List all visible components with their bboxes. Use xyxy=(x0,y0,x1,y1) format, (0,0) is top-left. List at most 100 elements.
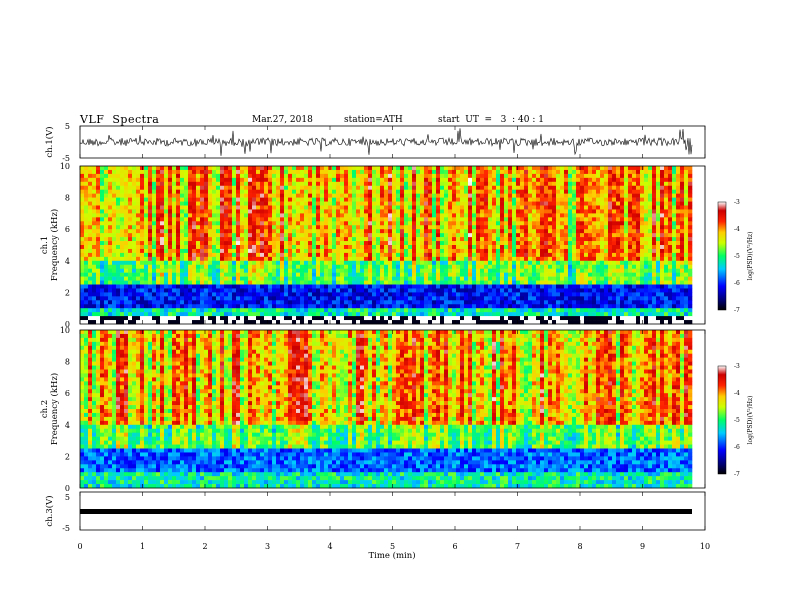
spectrogram-cell xyxy=(408,229,413,234)
spectrogram-cell xyxy=(140,296,145,301)
spectrogram-cell xyxy=(108,201,113,206)
spectrogram-cell xyxy=(348,272,353,277)
spectrogram-cell xyxy=(464,177,469,183)
spectrogram-cell xyxy=(136,201,141,206)
spectrogram-cell xyxy=(168,225,173,230)
spectrogram-cell xyxy=(476,268,481,273)
spectrogram-cell xyxy=(320,272,325,277)
spectrogram-cell xyxy=(124,185,129,190)
spectrogram-cell xyxy=(384,201,389,206)
spectrogram-cell xyxy=(192,316,197,321)
spectrogram-cell xyxy=(288,225,293,230)
spectrogram-cell xyxy=(468,233,473,238)
spectrogram-cell xyxy=(152,233,157,238)
spectrogram-cell xyxy=(432,173,437,179)
spectrogram-cell xyxy=(152,181,157,187)
spectrogram-cell xyxy=(524,201,529,206)
spectrogram-cell xyxy=(232,288,237,293)
spectrogram-cell xyxy=(300,292,305,297)
spectrogram-cell xyxy=(540,308,545,313)
spectrogram-cell xyxy=(344,284,349,289)
spectrogram-cell xyxy=(392,229,397,234)
spectrogram-cell xyxy=(356,166,361,171)
spectrogram-cell xyxy=(532,237,537,242)
spectrogram-cell xyxy=(508,237,513,242)
spectrogram-cell xyxy=(176,252,181,258)
spectrogram-cell xyxy=(364,205,369,210)
spectrogram-cell xyxy=(432,248,437,254)
spectrogram-cell xyxy=(280,272,285,277)
spectrogram-cell xyxy=(336,320,341,325)
spectrogram-cell xyxy=(400,248,405,254)
spectrogram-cell xyxy=(132,272,137,277)
spectrogram-cell xyxy=(112,217,117,222)
spectrogram-cell xyxy=(416,260,421,266)
spectrogram-cell xyxy=(556,193,561,198)
spectrogram-cell xyxy=(208,205,213,210)
spectrogram-cell xyxy=(480,185,485,190)
spectrogram-cell xyxy=(112,225,117,230)
spectrogram-cell xyxy=(288,256,293,262)
spectrogram-cell xyxy=(544,241,549,246)
spectrogram-cell xyxy=(524,256,529,262)
spectrogram-cell xyxy=(204,205,209,210)
spectrogram-cell xyxy=(276,241,281,246)
spectrogram-cell xyxy=(552,292,557,297)
spectrogram-cell xyxy=(548,205,553,210)
spectrogram-cell xyxy=(208,308,213,313)
spectrogram-cell xyxy=(420,213,425,218)
spectrogram-cell xyxy=(252,272,257,277)
spectrogram-cell xyxy=(320,237,325,242)
spectrogram-cell xyxy=(316,280,321,285)
spectrogram-cell xyxy=(188,173,193,179)
spectrogram-cell xyxy=(224,166,229,171)
spectrogram-cell xyxy=(192,209,197,214)
spectrogram-cell xyxy=(160,169,165,175)
spectrogram-cell xyxy=(496,241,501,246)
spectrogram-cell xyxy=(212,268,217,273)
spectrogram-cell xyxy=(156,237,161,242)
spectrogram-cell xyxy=(512,221,517,226)
spectrogram-cell xyxy=(456,252,461,258)
spectrogram-cell xyxy=(292,205,297,210)
spectrogram-cell xyxy=(564,189,569,194)
spectrogram-cell xyxy=(440,256,445,262)
spectrogram-cell xyxy=(500,173,505,179)
spectrogram-cell xyxy=(156,197,161,202)
spectrogram-cell xyxy=(320,268,325,273)
spectrogram-cell xyxy=(392,252,397,258)
spectrogram-cell xyxy=(124,296,129,301)
spectrogram-cell xyxy=(340,308,345,313)
spectrogram-cell xyxy=(536,248,541,254)
spectrogram-cell xyxy=(424,300,429,305)
spectrogram-cell xyxy=(408,189,413,194)
spectrogram-cell xyxy=(228,296,233,301)
spectrogram-cell xyxy=(456,169,461,175)
spectrogram-cell xyxy=(388,221,393,226)
spectrogram-cell xyxy=(184,166,189,171)
spectrogram-cell xyxy=(268,225,273,230)
spectrogram-cell xyxy=(112,181,117,187)
spectrogram-cell xyxy=(452,197,457,202)
spectrogram-cell xyxy=(348,280,353,285)
spectrogram-cell xyxy=(268,312,273,317)
spectrogram-cell xyxy=(488,300,493,305)
spectrogram-cell xyxy=(260,205,265,210)
spectrogram-cell xyxy=(372,256,377,262)
spectrogram-cell xyxy=(200,296,205,301)
spectrogram-cell xyxy=(100,280,105,285)
spectrogram-cell xyxy=(288,173,293,179)
spectrogram-cell xyxy=(276,237,281,242)
spectrogram-cell xyxy=(220,245,225,250)
spectrogram-cell xyxy=(496,177,501,183)
spectrogram-cell xyxy=(392,225,397,230)
spectrogram-cell xyxy=(452,320,457,325)
spectrogram-cell xyxy=(252,264,257,269)
spectrogram-cell xyxy=(432,193,437,198)
spectrogram-cell xyxy=(568,237,573,242)
spectrogram-cell xyxy=(152,292,157,297)
spectrogram-cell xyxy=(556,177,561,183)
spectrogram-cell xyxy=(384,296,389,301)
spectrogram-cell xyxy=(480,308,485,313)
spectrogram-cell xyxy=(440,292,445,297)
